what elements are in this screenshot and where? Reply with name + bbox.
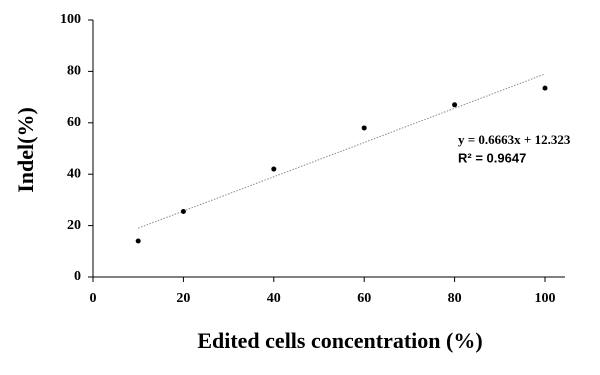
data-point — [361, 125, 367, 131]
x-tick-label: 100 — [535, 291, 556, 306]
y-tick-label: 0 — [74, 269, 81, 284]
x-tick-label: 0 — [90, 291, 97, 306]
x-tick-label: 80 — [448, 291, 462, 306]
data-point — [180, 208, 186, 214]
data-point — [271, 166, 277, 172]
x-axis-title: Edited cells concentration (%) — [197, 328, 482, 353]
trendline — [138, 73, 546, 229]
x-tick-label: 60 — [357, 291, 371, 306]
y-tick-label: 60 — [67, 115, 81, 130]
x-tick-label: 20 — [176, 291, 190, 306]
y-tick-label: 80 — [67, 64, 81, 79]
data-point — [542, 85, 548, 91]
trendline-r-squared: R² = 0.9647 — [458, 150, 526, 165]
data-point — [135, 238, 141, 244]
y-axis-title: Indel(%) — [13, 107, 38, 193]
y-tick-label: 20 — [67, 218, 81, 233]
y-tick-label: 40 — [67, 166, 81, 181]
trendline-equation: y = 0.6663x + 12.323 — [458, 132, 571, 147]
x-tick-label: 40 — [267, 291, 281, 306]
y-tick-label: 100 — [60, 12, 81, 27]
data-point — [452, 102, 458, 108]
